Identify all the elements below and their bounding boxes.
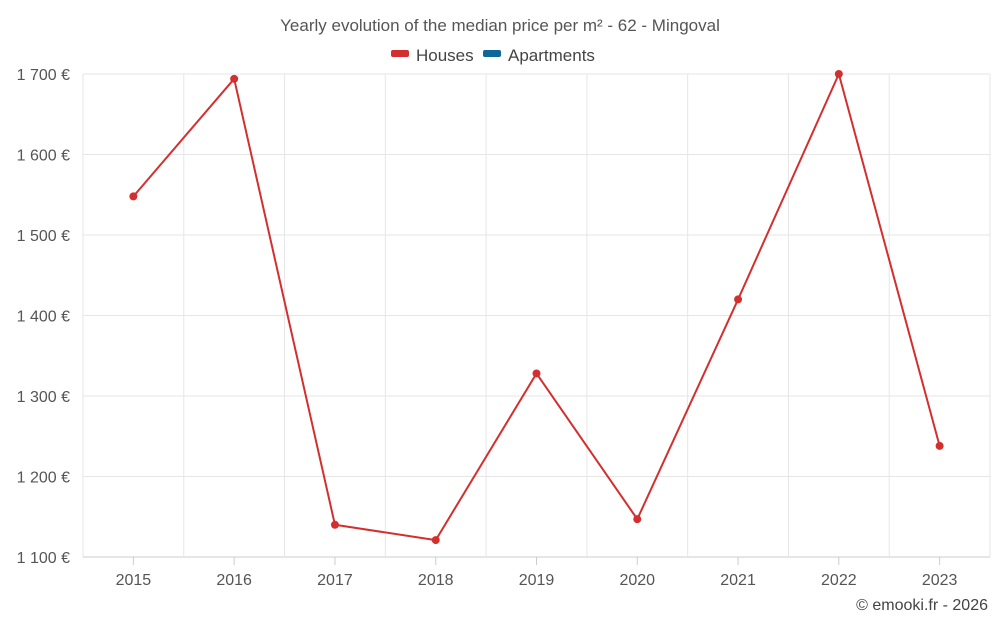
y-tick-label: 1 300 €	[17, 389, 70, 406]
y-tick-label: 1 200 €	[17, 470, 70, 487]
x-tick-label: 2021	[720, 572, 756, 589]
data-point-houses[interactable]	[834, 70, 843, 78]
y-tick-label: 1 100 €	[17, 550, 70, 567]
series-line-houses	[132, 73, 941, 542]
axes: 1 100 € 1 200 € 1 300 € 1 400 € 1 500 € 1 600…	[17, 67, 958, 589]
data-point-houses[interactable]	[431, 536, 440, 545]
x-tick-label: 2017	[317, 572, 353, 589]
x-tick-label: 2018	[418, 572, 454, 589]
x-tick-label: 2023	[922, 572, 958, 589]
chart-title: Yearly evolution of the median price per…	[280, 16, 720, 35]
legend-swatch	[391, 50, 409, 57]
x-tick-label: 2015	[116, 572, 152, 589]
data-point-houses[interactable]	[532, 369, 541, 378]
legend-item-houses[interactable]: Houses	[391, 46, 474, 65]
x-tick-label: 2016	[216, 572, 252, 589]
data-point-houses[interactable]	[935, 441, 944, 450]
x-tick-label: 2020	[619, 572, 655, 589]
legend-item-apartments[interactable]: Apartments	[483, 46, 595, 65]
x-tick-label: 2022	[821, 572, 857, 589]
series-layer	[129, 70, 944, 545]
data-point-houses[interactable]	[129, 192, 138, 201]
legend-swatch	[483, 50, 501, 57]
data-point-houses[interactable]	[330, 520, 339, 529]
y-tick-label: 1 500 €	[17, 228, 70, 245]
data-point-houses[interactable]	[230, 74, 239, 83]
y-tick-label: 1 600 €	[17, 148, 70, 165]
legend-label: Houses	[416, 46, 474, 65]
credit-text: © emooki.fr - 2026	[856, 597, 988, 614]
data-point-houses[interactable]	[633, 515, 642, 524]
x-tick-label: 2019	[519, 572, 555, 589]
grid	[82, 73, 991, 558]
data-point-houses[interactable]	[734, 295, 743, 304]
legend-label: Apartments	[508, 46, 595, 65]
y-tick-label: 1 400 €	[17, 309, 70, 326]
legend: Houses Apartments	[391, 46, 595, 65]
y-tick-label: 1 700 €	[17, 67, 70, 84]
